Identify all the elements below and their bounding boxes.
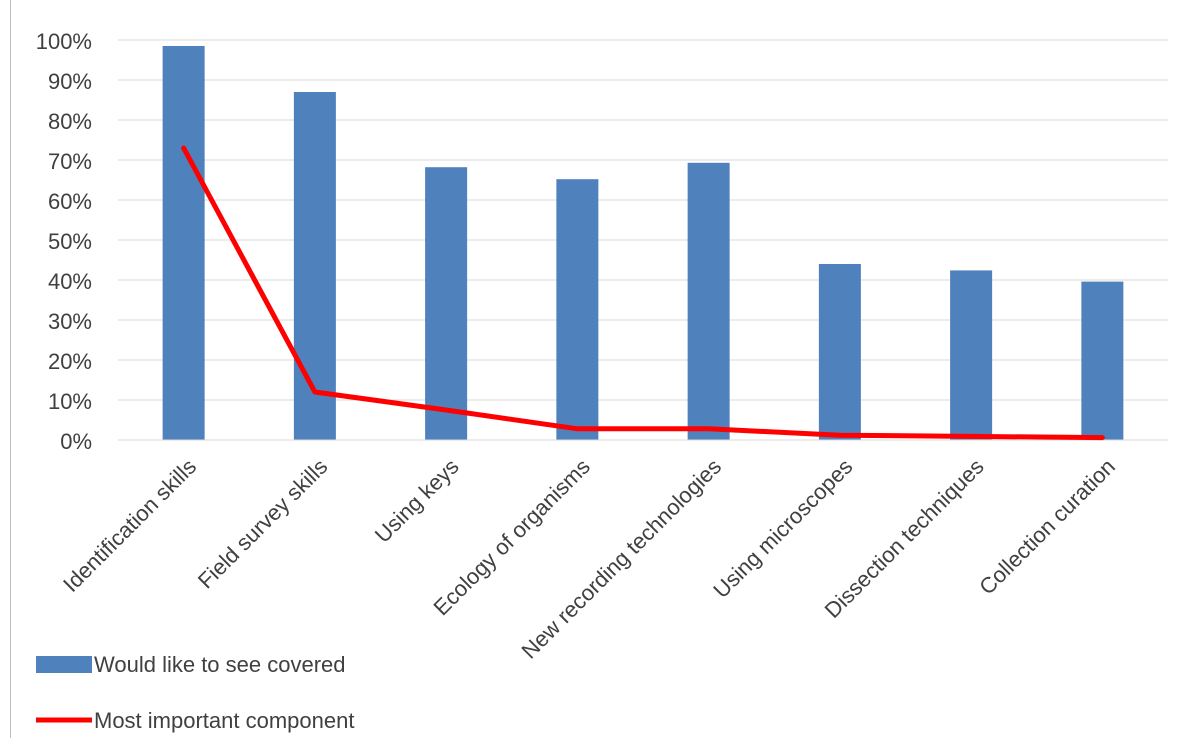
x-tick-label: Collection curation: [974, 454, 1120, 600]
bar: [163, 46, 205, 440]
x-tick-label: Using keys: [370, 454, 464, 548]
y-tick-label: 30%: [48, 309, 92, 334]
y-tick-label: 50%: [48, 229, 92, 254]
legend-swatch-bar: [36, 656, 92, 673]
legend-label: Most important component: [94, 708, 354, 733]
y-tick-label: 0%: [60, 429, 92, 454]
y-tick-label: 70%: [48, 149, 92, 174]
y-tick-label: 10%: [48, 389, 92, 414]
bar: [425, 167, 467, 440]
bar: [1081, 282, 1123, 440]
y-tick-label: 80%: [48, 109, 92, 134]
y-tick-label: 60%: [48, 189, 92, 214]
y-tick-label: 100%: [36, 29, 92, 54]
bar: [819, 264, 861, 440]
x-tick-label: Identification skills: [58, 454, 201, 597]
chart-frame-border: [10, 0, 11, 738]
bar: [556, 179, 598, 440]
legend-label: Would like to see covered: [94, 652, 346, 677]
bar: [950, 270, 992, 440]
x-tick-label: Using microscopes: [708, 454, 857, 603]
y-tick-label: 20%: [48, 349, 92, 374]
y-tick-label: 40%: [48, 269, 92, 294]
bar: [688, 163, 730, 440]
y-tick-label: 90%: [48, 69, 92, 94]
x-tick-label: Field survey skills: [193, 454, 333, 594]
